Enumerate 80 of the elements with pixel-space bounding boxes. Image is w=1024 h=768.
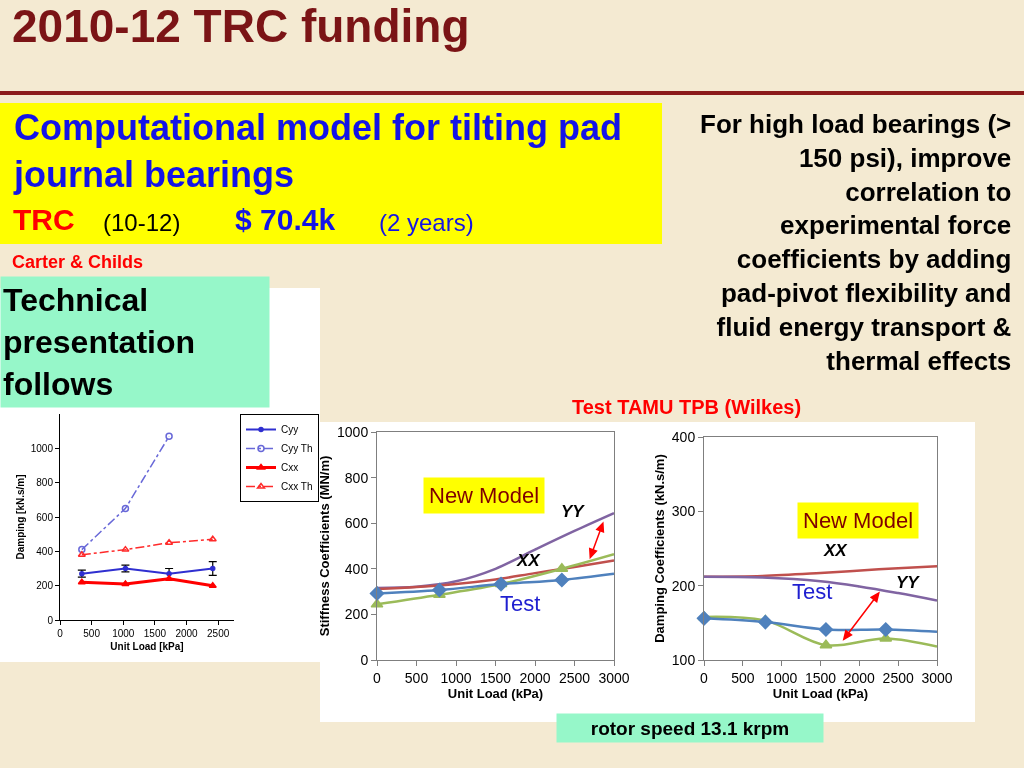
x-tick-label: 1500 bbox=[804, 669, 837, 686]
x-tick-label: 2000 bbox=[519, 669, 551, 686]
x-tick-label: 2500 bbox=[207, 628, 230, 639]
y-tick-label: 300 bbox=[671, 503, 696, 520]
point bbox=[78, 545, 86, 554]
annotation: YY bbox=[896, 573, 921, 592]
text: TRC bbox=[13, 203, 75, 236]
point bbox=[121, 545, 130, 552]
annotation: XX bbox=[516, 551, 542, 570]
x-tick-label: 0 bbox=[700, 669, 709, 686]
annotation: Test bbox=[500, 591, 541, 616]
line-series bbox=[704, 575, 937, 602]
text: (10-12) bbox=[103, 209, 181, 236]
point bbox=[77, 551, 87, 558]
x-tick-label: 2000 bbox=[175, 628, 199, 639]
point bbox=[208, 581, 217, 588]
x-tick-label: 3000 bbox=[921, 669, 953, 686]
x-tick-label: 500 bbox=[83, 628, 101, 639]
point bbox=[121, 580, 130, 587]
y-tick-label: 400 bbox=[36, 545, 54, 557]
y-tick-label: 800 bbox=[344, 469, 369, 486]
y-tick-label: 200 bbox=[36, 580, 54, 592]
text: Test TAMU TPB (Wilkes) bbox=[572, 396, 802, 418]
y-tick-label: 1000 bbox=[30, 442, 54, 454]
x-tick-label: 1000 bbox=[112, 628, 135, 639]
y-tick-label: 200 bbox=[671, 577, 696, 594]
point bbox=[432, 582, 447, 598]
y-tick-label: 600 bbox=[36, 511, 54, 523]
point bbox=[555, 563, 569, 573]
chart-title: Carter & Childs bbox=[12, 252, 144, 272]
y-tick-label: 400 bbox=[344, 560, 369, 577]
x-axis-title: Unit Load (kPa) bbox=[447, 686, 544, 702]
legend-label: Cyy bbox=[281, 424, 299, 436]
legend-label: Cxx bbox=[281, 462, 299, 474]
text: $ 70.4k bbox=[235, 203, 336, 236]
y-tick-label: 200 bbox=[344, 606, 369, 623]
x-tick-label: 500 bbox=[731, 669, 755, 686]
annotation: Test bbox=[792, 579, 833, 604]
text: 2010-12 TRC funding bbox=[12, 0, 470, 53]
x-tick-label: 1500 bbox=[143, 628, 167, 639]
y-tick-label: 600 bbox=[344, 515, 369, 532]
point bbox=[165, 432, 173, 441]
x-tick-label: 3000 bbox=[598, 669, 630, 686]
point bbox=[208, 535, 217, 542]
text: rotor speed 13.1 krpm bbox=[590, 717, 790, 739]
y-tick-label: 0 bbox=[47, 614, 54, 626]
annotation: YY bbox=[561, 502, 586, 521]
y-tick-label: 400 bbox=[671, 428, 696, 445]
point bbox=[370, 598, 384, 608]
point bbox=[554, 572, 570, 588]
legend-label: Cxx Th bbox=[281, 481, 313, 493]
text: (2 years) bbox=[379, 209, 474, 236]
x-axis-title: Unit Load [kPa] bbox=[110, 640, 184, 652]
x-tick-label: 0 bbox=[57, 628, 64, 639]
x-tick-label: 1000 bbox=[440, 669, 472, 686]
annotation: New Model bbox=[429, 483, 540, 508]
x-tick-label: 1500 bbox=[479, 669, 512, 686]
point bbox=[121, 504, 130, 513]
y-tick-label: 1000 bbox=[337, 423, 369, 440]
annotation: New Model bbox=[803, 508, 914, 533]
text: Technical presentation follows bbox=[3, 282, 196, 402]
point bbox=[493, 576, 509, 592]
text: Computational model for tilting pad journal bearings bbox=[13, 107, 622, 195]
x-tick-label: 1000 bbox=[766, 669, 798, 686]
point bbox=[77, 578, 87, 585]
y-axis-title: Damping Coefficients (kN.s/m) bbox=[651, 454, 667, 643]
x-tick-label: 2000 bbox=[843, 669, 876, 686]
x-tick-label: 2500 bbox=[558, 669, 591, 686]
y-axis-title: Stiffness Coefficients (MN/m) bbox=[316, 455, 332, 637]
annotation: XX bbox=[823, 541, 849, 560]
y-tick-label: 0 bbox=[360, 651, 369, 668]
y-tick-label: 100 bbox=[671, 651, 696, 668]
y-tick-label: 800 bbox=[36, 477, 54, 489]
text: For high load bearings (> 150 psi), improve correlation to experimental force coefficients by adding pad-pivot flexibility and fluid energy transport & thermal effects bbox=[700, 109, 1012, 376]
x-tick-label: 0 bbox=[373, 669, 382, 686]
x-tick-label: 500 bbox=[404, 669, 429, 686]
x-axis-title: Unit Load (kPa) bbox=[772, 686, 869, 702]
x-tick-label: 2500 bbox=[882, 669, 914, 686]
legend-label: Cyy Th bbox=[281, 443, 313, 455]
y-axis-title: Damping [kN.s/m] bbox=[14, 474, 26, 560]
